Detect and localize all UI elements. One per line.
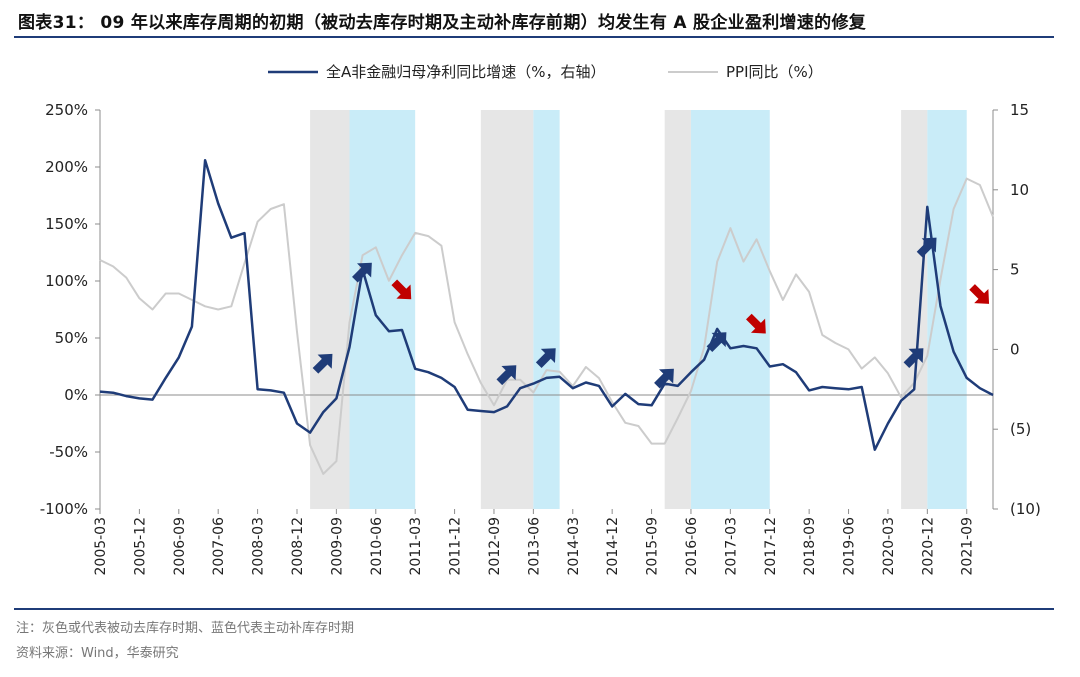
up-arrow-shape [903, 348, 924, 368]
up-arrow-shape [654, 368, 674, 389]
source-text: 资料来源：Wind，华泰研究 [16, 646, 179, 661]
x-tick-label: 2005-03 [93, 517, 109, 576]
down-arrow-shape [746, 313, 766, 334]
legend-label-profit: 全A非金融归母净利同比增速（%，右轴） [326, 63, 606, 81]
x-tick-label: 2008-03 [251, 517, 267, 576]
x-tick-label: 2009-09 [329, 517, 345, 576]
right-tick-label: 15 [1010, 101, 1029, 119]
up-arrow-shape [706, 332, 727, 353]
chart-title: 图表31： 09 年以来库存周期的初期（被动去库存时期及主动补库存前期）均发生有… [18, 13, 867, 33]
x-tick-label: 2017-12 [763, 517, 779, 576]
right-tick-label: (5) [1010, 420, 1031, 438]
up-arrow-shape [535, 348, 556, 368]
right-tick-label: 10 [1010, 181, 1029, 199]
up-arrow-shape [312, 353, 333, 374]
up-arrow-icon [706, 332, 727, 353]
left-tick-label: 200% [45, 158, 88, 176]
down-arrow-shape [391, 279, 412, 300]
title-rule [14, 36, 1054, 38]
up-arrow-icon [496, 365, 517, 386]
left-tick-label: 250% [45, 101, 88, 119]
right-tick-label: 5 [1010, 261, 1020, 279]
blue-band [690, 110, 770, 509]
ppi-line [99, 177, 994, 475]
blue-band [349, 110, 416, 509]
footnote: 注：灰色或代表被动去库存时期、蓝色代表主动补库存时期 [16, 621, 355, 636]
x-tick-label: 2019-06 [842, 517, 858, 576]
right-tick-label: 0 [1010, 340, 1020, 358]
x-tick-label: 2008-12 [290, 517, 306, 576]
axes: -100% -50% 0% 50% 100% 150% 200% 250% (10) (5) 0 5 1… [40, 101, 1041, 576]
x-tick-label: 2017-03 [723, 517, 739, 576]
x-tick-label: 2012-09 [487, 517, 503, 576]
up-arrow-icon [312, 353, 333, 374]
bottom-rule [14, 608, 1054, 610]
blue-band [927, 110, 967, 509]
up-arrow-shape [496, 365, 517, 386]
profit-growth-line [99, 158, 994, 451]
x-tick-label: 2015-09 [645, 517, 661, 576]
blue-band [533, 110, 560, 509]
x-tick-label: 2018-09 [802, 517, 818, 576]
x-tick-label: 2020-03 [881, 517, 897, 576]
x-tick-label: 2010-06 [369, 517, 385, 576]
up-arrow-icon [352, 262, 372, 283]
annotation-arrows [312, 237, 990, 389]
x-tick-label: 2005-12 [132, 517, 148, 576]
x-tick-label: 2006-09 [172, 517, 188, 576]
x-tick-label: 2011-03 [408, 517, 424, 576]
up-arrow-icon [916, 237, 937, 258]
right-tick-label: (10) [1010, 500, 1041, 518]
left-tick-label: -50% [49, 443, 88, 461]
series-lines [99, 158, 994, 475]
up-arrow-icon [903, 348, 924, 368]
left-tick-label: 0% [64, 386, 88, 404]
down-arrow-icon [391, 279, 412, 300]
gray-band [480, 110, 534, 509]
left-tick-label: 150% [45, 215, 88, 233]
left-tick-label: 100% [45, 272, 88, 290]
up-arrow-shape [916, 237, 937, 258]
left-tick-label: -100% [40, 500, 88, 518]
x-tick-label: 2020-12 [920, 517, 936, 576]
gray-band [310, 110, 350, 509]
shaded-bands [310, 110, 967, 509]
legend: 全A非金融归母净利同比增速（%，右轴） PPI同比（%） [268, 63, 823, 81]
down-arrow-icon [746, 313, 766, 334]
x-tick-label: 2021-09 [960, 517, 976, 576]
legend-label-ppi: PPI同比（%） [726, 63, 823, 81]
left-tick-label: 50% [55, 329, 88, 347]
x-tick-label: 2007-06 [211, 517, 227, 576]
x-tick-label: 2013-06 [526, 517, 542, 576]
gray-band [664, 110, 691, 509]
down-arrow-icon [969, 284, 990, 304]
x-tick-label: 2014-03 [566, 517, 582, 576]
x-tick-label: 2014-12 [605, 517, 621, 576]
chart: -100% -50% 0% 50% 100% 150% 200% 250% (10) (5) 0 5 1… [40, 63, 1041, 576]
gray-band [901, 110, 928, 509]
up-arrow-icon [654, 368, 674, 389]
x-tick-label: 2016-06 [684, 517, 700, 576]
up-arrow-shape [352, 262, 372, 283]
x-tick-label: 2011-12 [448, 517, 464, 576]
up-arrow-icon [535, 348, 556, 368]
down-arrow-shape [969, 284, 990, 304]
